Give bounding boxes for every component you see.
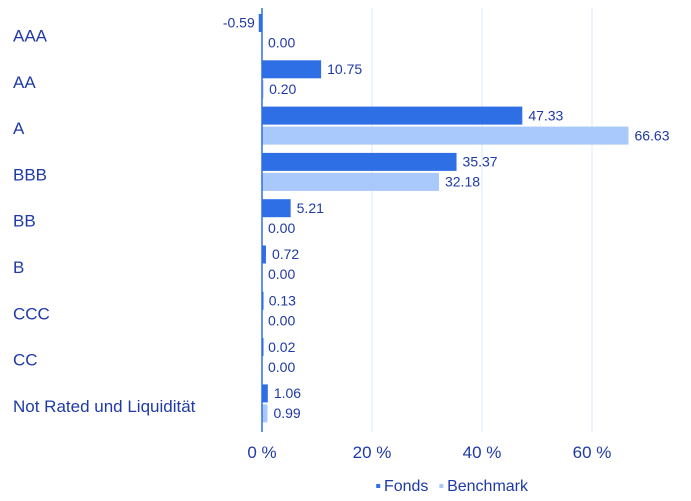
category-label: Not Rated und Liquidität — [13, 397, 196, 416]
value-label-benchmark: 0.00 — [268, 359, 295, 375]
value-label-fonds: -0.59 — [223, 15, 255, 31]
x-tick-label: 0 % — [247, 443, 276, 462]
value-label-benchmark: 0.00 — [268, 313, 295, 329]
value-label-benchmark: 0.99 — [273, 405, 300, 421]
legend: ▪ Fonds ▪ Benchmark — [375, 478, 529, 495]
value-label-fonds: 47.33 — [528, 107, 563, 123]
value-label-fonds: 5.21 — [297, 200, 324, 216]
x-tick-label: 40 % — [463, 443, 502, 462]
category-label: CCC — [13, 304, 50, 323]
value-label-benchmark: 0.00 — [268, 266, 295, 282]
bar-fonds — [262, 60, 322, 79]
bar-fonds — [258, 14, 262, 32]
value-label-benchmark: 0.00 — [268, 220, 295, 236]
value-label-fonds: 1.06 — [274, 385, 301, 401]
value-label-fonds: 10.75 — [327, 61, 362, 77]
category-label: AAA — [13, 26, 48, 45]
legend-label-benchmark: Benchmark — [447, 478, 529, 495]
bars — [258, 14, 629, 423]
value-label-benchmark: 0.20 — [269, 81, 296, 97]
bar-benchmark — [262, 404, 268, 423]
value-labels: -0.59 0.00 10.75 0.20 47.33 66.63 35.37 32.18 5.… — [223, 15, 670, 421]
value-label-fonds: 0.02 — [268, 339, 295, 355]
category-label: AA — [13, 73, 36, 92]
gridlines — [371, 8, 593, 432]
x-tick-label: 20 % — [353, 443, 392, 462]
legend-label-fonds: Fonds — [384, 478, 428, 495]
bar-fonds — [262, 199, 291, 218]
value-label-fonds: 0.13 — [269, 293, 296, 309]
category-label: BBB — [13, 165, 47, 184]
x-tick-labels: 0 % 20 % 40 % 60 % — [247, 443, 611, 462]
value-label-benchmark: 66.63 — [634, 127, 669, 143]
bar-fonds — [262, 245, 266, 264]
value-label-fonds: 0.72 — [272, 246, 299, 262]
category-label: A — [13, 119, 25, 138]
category-label: BB — [13, 212, 36, 231]
value-label-benchmark: 32.18 — [445, 174, 480, 190]
value-label-benchmark: 0.00 — [268, 35, 295, 51]
x-tick-label: 60 % — [573, 443, 612, 462]
bar-benchmark — [262, 172, 439, 191]
legend-marker-fonds: ▪ — [375, 478, 381, 495]
bar-fonds — [262, 106, 523, 125]
bar-fonds — [262, 152, 457, 171]
legend-marker-benchmark: ▪ — [438, 478, 444, 495]
category-label: CC — [13, 351, 38, 370]
value-label-fonds: 35.37 — [463, 154, 498, 170]
category-label: B — [13, 258, 24, 277]
bar-fonds — [262, 384, 268, 403]
bar-benchmark — [262, 126, 629, 145]
